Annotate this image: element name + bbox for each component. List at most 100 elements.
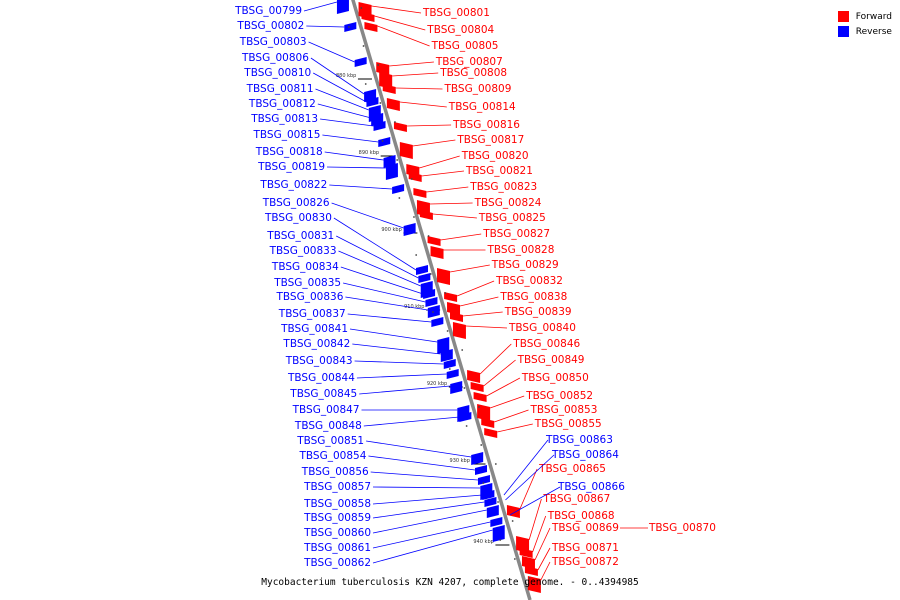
reverse-gene-label: TBSG_00831 bbox=[266, 230, 334, 242]
forward-leader-line bbox=[377, 25, 430, 47]
reverse-gene-label: TBSG_00812 bbox=[248, 98, 316, 110]
boundary-dot bbox=[461, 349, 464, 351]
reverse-leader-line bbox=[338, 250, 421, 287]
reverse-leader-line bbox=[331, 202, 404, 229]
forward-leader-line bbox=[406, 124, 452, 127]
forward-gene-label: TBSG_00855 bbox=[534, 418, 602, 430]
forward-gene-label: TBSG_00825 bbox=[478, 212, 546, 224]
forward-gene-feature bbox=[444, 292, 458, 302]
reverse-leader-line bbox=[324, 151, 384, 161]
forward-leader-line bbox=[486, 377, 521, 397]
forward-gene-label: TBSG_00852 bbox=[525, 390, 593, 402]
reverse-gene-feature bbox=[423, 289, 436, 299]
reverse-leader-line bbox=[372, 509, 487, 534]
reverse-leader-line bbox=[317, 103, 372, 119]
reverse-gene-feature bbox=[378, 137, 391, 147]
boundary-dot bbox=[494, 463, 497, 465]
right-column-gene-label: TBSG_00866 bbox=[557, 481, 625, 493]
tick-label: 920 kbp bbox=[427, 381, 447, 387]
reverse-gene-feature bbox=[443, 359, 456, 369]
reverse-gene-feature bbox=[354, 57, 367, 67]
reverse-gene-label: TBSG_00803 bbox=[239, 36, 307, 48]
forward-leader-line bbox=[419, 155, 460, 169]
reverse-gene-feature bbox=[490, 517, 503, 527]
forward-leader-line bbox=[465, 325, 508, 329]
right-column-leader-line bbox=[505, 454, 555, 501]
forward-gene-feature bbox=[449, 312, 463, 322]
far-right-gene-label: TBSG_00870 bbox=[648, 522, 716, 534]
forward-gene-label: TBSG_00816 bbox=[452, 119, 520, 131]
reverse-leader-line bbox=[349, 328, 438, 343]
tick-label: 930 kbp bbox=[450, 458, 470, 464]
forward-gene-feature bbox=[361, 12, 375, 22]
forward-gene-label: TBSG_00821 bbox=[465, 165, 533, 177]
forward-gene-label: TBSG_00814 bbox=[448, 101, 516, 113]
forward-leader-line bbox=[456, 280, 495, 297]
right-column-leader-line bbox=[503, 439, 549, 496]
reverse-gene-label: TBSG_00845 bbox=[289, 388, 357, 400]
reverse-leader-line bbox=[366, 440, 472, 458]
forward-gene-label: TBSG_00871 bbox=[551, 542, 619, 554]
reverse-gene-label: TBSG_00806 bbox=[241, 52, 309, 64]
forward-gene-label: TBSG_00828 bbox=[487, 244, 555, 256]
reverse-gene-label: TBSG_00861 bbox=[303, 542, 371, 554]
forward-leader-line bbox=[371, 5, 422, 14]
boundary-dot bbox=[360, 7, 363, 9]
reverse-gene-feature bbox=[373, 121, 386, 131]
forward-gene-label: TBSG_00865 bbox=[538, 463, 606, 475]
forward-gene-feature bbox=[376, 62, 390, 75]
forward-leader-line bbox=[489, 395, 525, 409]
reverse-leader-line bbox=[336, 235, 419, 279]
reverse-leader-line bbox=[372, 501, 485, 519]
legend-reverse: Reverse bbox=[837, 24, 892, 39]
forward-gene-label: TBSG_00808 bbox=[439, 67, 507, 79]
tick-label: 910 kbp bbox=[404, 304, 424, 310]
forward-gene-label: TBSG_00849 bbox=[517, 354, 585, 366]
reverse-gene-feature bbox=[492, 525, 505, 542]
reverse-gene-feature bbox=[366, 97, 379, 107]
boundary-dot bbox=[394, 121, 396, 123]
boundary-dot bbox=[499, 539, 502, 541]
forward-gene-feature bbox=[506, 505, 520, 518]
reverse-gene-feature bbox=[418, 273, 431, 283]
forward-leader-line bbox=[462, 311, 503, 317]
forward-gene-label: TBSG_00817 bbox=[456, 134, 524, 146]
reverse-gene-label: TBSG_00836 bbox=[276, 291, 344, 303]
reverse-leader-line bbox=[372, 494, 483, 505]
reverse-gene-label: TBSG_00854 bbox=[299, 450, 367, 462]
forward-gene-label: TBSG_00867 bbox=[542, 493, 610, 505]
boundary-dot bbox=[465, 425, 468, 427]
forward-gene-feature bbox=[516, 536, 530, 553]
boundary-dot bbox=[379, 102, 382, 104]
reverse-gene-label: TBSG_00858 bbox=[303, 498, 371, 510]
forward-gene-feature bbox=[379, 72, 393, 89]
boundary-dot bbox=[513, 558, 516, 560]
reverse-gene-label: TBSG_00862 bbox=[303, 557, 371, 569]
right-column-gene-label: TBSG_00863 bbox=[545, 434, 613, 446]
reverse-leader-line bbox=[329, 184, 393, 190]
reverse-gene-label: TBSG_00818 bbox=[255, 146, 323, 158]
boundary-dot bbox=[478, 406, 480, 408]
reverse-gene-label: TBSG_00851 bbox=[296, 435, 364, 447]
tick-label: 880 kbp bbox=[336, 73, 356, 79]
forward-leader-line bbox=[432, 213, 477, 219]
legend: Forward Reverse bbox=[837, 9, 892, 39]
forward-gene-feature bbox=[477, 404, 491, 421]
reverse-leader-line bbox=[368, 455, 476, 471]
reverse-leader-line bbox=[352, 343, 441, 355]
reverse-gene-feature bbox=[477, 475, 490, 485]
forward-gene-feature bbox=[447, 302, 461, 315]
forward-gene-label: TBSG_00869 bbox=[551, 522, 619, 534]
forward-gene-label: TBSG_00839 bbox=[504, 306, 572, 318]
reverse-leader-line bbox=[372, 529, 493, 564]
reverse-gene-label: TBSG_00842 bbox=[282, 338, 350, 350]
reverse-gene-feature bbox=[440, 349, 453, 362]
reverse-leader-line bbox=[356, 373, 447, 379]
forward-gene-feature bbox=[408, 172, 422, 182]
reverse-leader-line bbox=[343, 282, 426, 303]
forward-gene-label: TBSG_00820 bbox=[461, 150, 529, 162]
boundary-dot bbox=[415, 254, 418, 256]
reverse-leader-line bbox=[308, 41, 355, 63]
forward-leader-line bbox=[540, 561, 551, 581]
